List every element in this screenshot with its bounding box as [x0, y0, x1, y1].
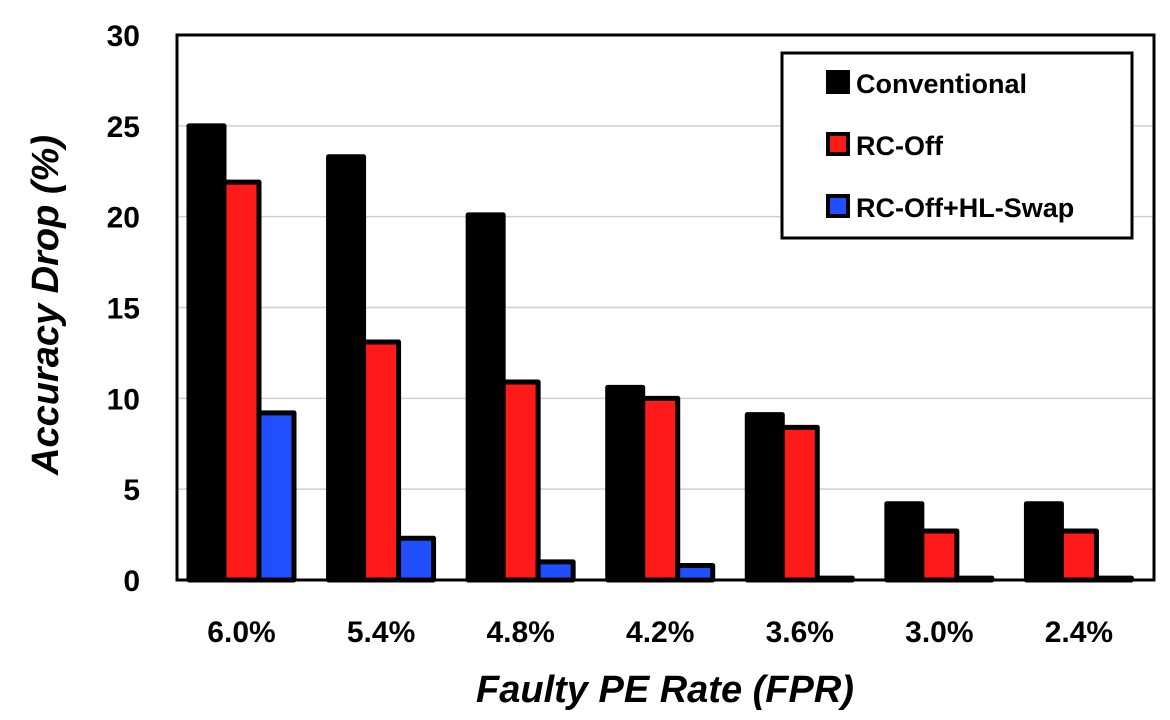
bar-rc-off-2 [500, 379, 541, 583]
bar-rc-off-hl-swap-1 [396, 535, 437, 583]
bar-rc-off-3 [640, 395, 681, 583]
y-tick-label: 15 [107, 293, 140, 326]
bar-conventional-0 [186, 123, 227, 583]
y-tick-labels: 0 5 10 15 20 25 30 [107, 20, 140, 598]
bar-conventional-6 [1023, 501, 1064, 583]
x-tick-label: 3.6% [766, 616, 834, 649]
x-tick-label: 2.4% [1045, 616, 1113, 649]
x-tick-label: 5.4% [347, 616, 415, 649]
bar-conventional-4 [744, 412, 785, 583]
y-tick-label: 25 [107, 111, 140, 144]
y-tick-label: 5 [123, 474, 140, 507]
plot-frame [175, 33, 1156, 582]
bar-rc-off-hl-swap-0 [256, 410, 297, 583]
x-tick-label: 4.8% [486, 616, 554, 649]
legend-label: RC-Off+HL-Swap [856, 193, 1074, 223]
x-axis-title: Faulty PE Rate (FPR) [476, 669, 854, 711]
legend: Conventional RC-Off RC-Off+HL-Swap [780, 51, 1134, 240]
y-tick-label: 20 [107, 202, 140, 235]
y-axis-title: Accuracy Drop (%) [25, 135, 67, 476]
y-tick-label: 30 [107, 20, 140, 53]
bar-rc-off-4 [779, 424, 820, 583]
x-tick-label: 6.0% [207, 616, 275, 649]
bars [186, 123, 1134, 583]
bar-rc-off-hl-swap-3 [675, 562, 716, 583]
x-tick-label: 4.2% [626, 616, 694, 649]
legend-label: Conventional [856, 69, 1027, 99]
legend-swatch [826, 132, 850, 156]
legend-swatch [826, 70, 850, 94]
y-tick-label: 0 [123, 565, 140, 598]
bar-rc-off-1 [361, 339, 402, 583]
bar-conventional-3 [605, 384, 646, 583]
legend-label: RC-Off [856, 131, 944, 161]
bar-conventional-2 [465, 212, 506, 583]
x-tick-labels: 6.0% 5.4% 4.8% 4.2% 3.6% 3.0% 2.4% [207, 616, 1113, 649]
bar-conventional-5 [884, 501, 925, 583]
bar-conventional-1 [326, 154, 367, 583]
bar-rc-off-6 [1058, 528, 1099, 583]
legend-swatch [826, 194, 850, 218]
bar-rc-off-0 [221, 179, 262, 583]
x-tick-label: 3.0% [905, 616, 973, 649]
bar-rc-off-hl-swap-2 [535, 559, 576, 583]
y-tick-label: 10 [107, 383, 140, 416]
bar-rc-off-5 [919, 528, 960, 583]
